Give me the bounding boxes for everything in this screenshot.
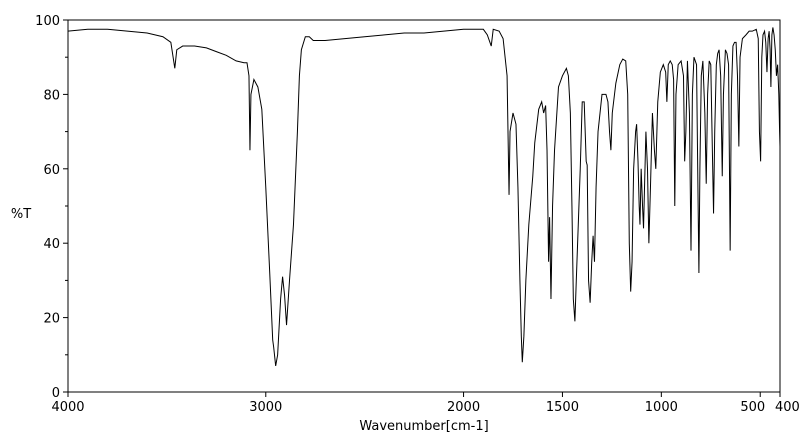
x-tick-label: 500 [740,400,765,415]
x-tick-label: 400 [775,400,800,415]
y-axis-title: %T [11,207,31,222]
y-tick-label: 20 [43,312,60,327]
x-axis-title: Wavenumber[cm-1] [359,419,488,434]
x-tick-label: 1500 [546,400,579,415]
spectrum-line [67,27,781,367]
y-axis-ticks: 0 20 40 60 80 100 [35,14,68,401]
x-tick-label: 2000 [447,400,480,415]
y-tick-label: 0 [52,386,60,401]
y-tick-label: 40 [43,237,60,252]
x-tick-label: 4000 [51,400,84,415]
y-tick-label: 100 [35,14,60,29]
y-tick-label: 60 [43,163,60,178]
y-tick-label: 80 [43,88,60,103]
x-tick-label: 1000 [645,400,678,415]
x-axis-ticks: 4000 3000 2000 1500 1000 500 400 [51,392,800,415]
x-tick-label: 3000 [249,400,282,415]
